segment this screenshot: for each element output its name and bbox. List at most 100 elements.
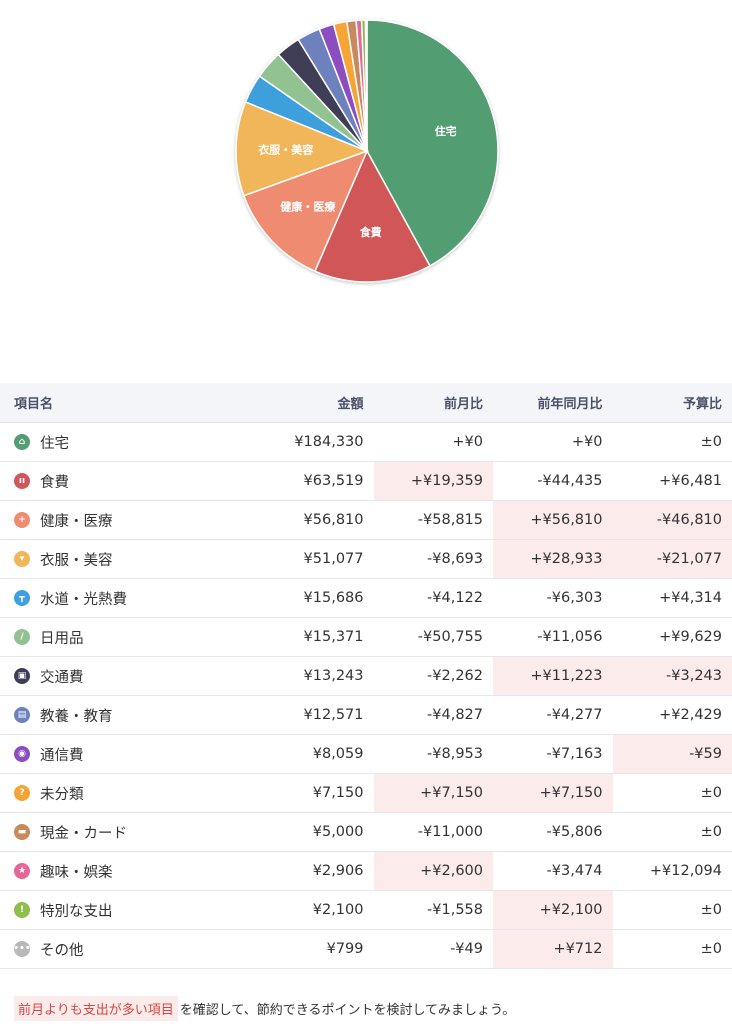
pie-slice[interactable] xyxy=(313,149,431,283)
budget-cell: +¥6,481 xyxy=(612,461,732,501)
pie-slice[interactable] xyxy=(235,101,370,197)
table-row[interactable]: ••• その他 ¥799 -¥49 +¥712 ±0 xyxy=(0,929,732,969)
header-budget: 予算比 xyxy=(612,383,732,423)
budget-cell: ±0 xyxy=(612,812,732,852)
category-name: 教養・教育 xyxy=(40,708,113,725)
table-row[interactable]: ▣ 交通費 ¥13,243 -¥2,262 +¥11,223 -¥3,243 xyxy=(0,656,732,696)
table-row[interactable]: ▬ 現金・カード ¥5,000 -¥11,000 -¥5,806 ±0 xyxy=(0,812,732,852)
category-name-cell: ? 未分類 xyxy=(0,773,254,813)
prev-year-cell: +¥28,933 xyxy=(493,539,613,579)
pie-slice-label: 住宅 xyxy=(435,124,457,138)
prev-year-cell: -¥5,806 xyxy=(493,812,613,852)
category-name-cell: ★ 趣味・娯楽 xyxy=(0,851,254,891)
category-name: 日用品 xyxy=(40,630,84,647)
category-name-cell: ┳ 水道・光熱費 xyxy=(0,578,254,618)
footer-highlight: 前月よりも支出が多い項目 xyxy=(14,996,178,1021)
faucet-icon: ┳ xyxy=(14,590,30,606)
prev-year-cell: +¥712 xyxy=(493,929,613,969)
table-row[interactable]: ┳ 水道・光熱費 ¥15,686 -¥4,122 -¥6,303 +¥4,314 xyxy=(0,578,732,618)
budget-cell: ±0 xyxy=(612,422,732,462)
question-icon: ? xyxy=(14,785,30,801)
table-row[interactable]: ◉ 通信費 ¥8,059 -¥8,953 -¥7,163 -¥59 xyxy=(0,734,732,774)
prev-year-cell: -¥44,435 xyxy=(493,461,613,501)
prev-year-cell: -¥3,474 xyxy=(493,851,613,891)
pie-slice-label: 衣服・美容 xyxy=(258,143,313,157)
ellipsis-icon: ••• xyxy=(13,941,31,957)
category-name-cell: ▣ 交通費 xyxy=(0,656,254,696)
category-name: 衣服・美容 xyxy=(40,552,113,569)
category-table: 項目名 金額 前月比 前年同月比 予算比 ⌂ 住宅 ¥184,330 +¥0 +¥0 ±0… xyxy=(0,383,732,969)
table-row[interactable]: ▾ 衣服・美容 ¥51,077 -¥8,693 +¥28,933 -¥21,077 xyxy=(0,539,732,579)
prev-month-cell: +¥2,600 xyxy=(373,851,493,891)
amount-cell: ¥51,077 xyxy=(254,539,374,579)
prev-year-cell: +¥7,150 xyxy=(493,773,613,813)
table-row[interactable]: ▤ 教養・教育 ¥12,571 -¥4,827 -¥4,277 +¥2,429 xyxy=(0,695,732,735)
budget-cell: -¥59 xyxy=(612,734,732,774)
train-icon: ▣ xyxy=(14,668,30,684)
category-name: 水道・光熱費 xyxy=(40,591,127,608)
amount-cell: ¥12,571 xyxy=(254,695,374,735)
amount-cell: ¥7,150 xyxy=(254,773,374,813)
category-name-cell: ⌂ 住宅 xyxy=(0,422,254,462)
antenna-icon: ◉ xyxy=(14,746,30,762)
prev-month-cell: -¥4,827 xyxy=(373,695,493,735)
category-name-cell: / 日用品 xyxy=(0,617,254,657)
budget-cell: -¥21,077 xyxy=(612,539,732,579)
table-row[interactable]: + 健康・医療 ¥56,810 -¥58,815 +¥56,810 -¥46,810 xyxy=(0,500,732,540)
category-name: 交通費 xyxy=(40,669,84,686)
pie-slice[interactable] xyxy=(366,19,499,267)
prev-month-cell: -¥8,693 xyxy=(373,539,493,579)
budget-cell: +¥9,629 xyxy=(612,617,732,657)
budget-cell: ±0 xyxy=(612,929,732,969)
amount-cell: ¥8,059 xyxy=(254,734,374,774)
category-name: 趣味・娯楽 xyxy=(40,864,113,881)
budget-cell: +¥4,314 xyxy=(612,578,732,618)
category-name-cell: ! 特別な支出 xyxy=(0,890,254,930)
table-row[interactable]: ! 特別な支出 ¥2,100 -¥1,558 +¥2,100 ±0 xyxy=(0,890,732,930)
table-row[interactable]: ★ 趣味・娯楽 ¥2,906 +¥2,600 -¥3,474 +¥12,094 xyxy=(0,851,732,891)
table-header-row: 項目名 金額 前月比 前年同月比 予算比 xyxy=(0,383,732,423)
prev-month-cell: -¥58,815 xyxy=(373,500,493,540)
header-prev-month: 前月比 xyxy=(373,383,493,423)
amount-cell: ¥63,519 xyxy=(254,461,374,501)
prev-month-cell: -¥11,000 xyxy=(373,812,493,852)
category-name: その他 xyxy=(40,942,84,959)
budget-cell: -¥3,243 xyxy=(612,656,732,696)
prev-month-cell: -¥2,262 xyxy=(373,656,493,696)
tube-icon: / xyxy=(14,629,30,645)
prev-month-cell: -¥8,953 xyxy=(373,734,493,774)
table-row[interactable]: ? 未分類 ¥7,150 +¥7,150 +¥7,150 ±0 xyxy=(0,773,732,813)
amount-cell: ¥5,000 xyxy=(254,812,374,852)
category-name: 未分類 xyxy=(40,786,84,803)
table-row[interactable]: / 日用品 ¥15,371 -¥50,755 -¥11,056 +¥9,629 xyxy=(0,617,732,657)
category-name-cell: + 健康・医療 xyxy=(0,500,254,540)
book-icon: ▤ xyxy=(14,707,30,723)
prev-month-cell: +¥0 xyxy=(373,422,493,462)
prev-year-cell: +¥56,810 xyxy=(493,500,613,540)
amount-cell: ¥15,686 xyxy=(254,578,374,618)
pie-slice[interactable] xyxy=(364,19,368,152)
exclamation-icon: ! xyxy=(14,902,30,918)
amount-cell: ¥13,243 xyxy=(254,656,374,696)
amount-cell: ¥56,810 xyxy=(254,500,374,540)
header-amount: 金額 xyxy=(254,383,374,423)
budget-cell: +¥2,429 xyxy=(612,695,732,735)
prev-year-cell: +¥11,223 xyxy=(493,656,613,696)
utensils-icon: ıı xyxy=(14,473,30,489)
pie-slice[interactable] xyxy=(242,149,369,273)
prev-month-cell: -¥1,558 xyxy=(373,890,493,930)
wallet-icon: ▬ xyxy=(14,824,30,840)
pie-slice-label: 健康・医療 xyxy=(280,200,336,214)
amount-cell: ¥2,100 xyxy=(254,890,374,930)
category-name: 住宅 xyxy=(40,435,69,452)
amount-cell: ¥184,330 xyxy=(254,422,374,462)
prev-year-cell: +¥2,100 xyxy=(493,890,613,930)
table-row[interactable]: ıı 食費 ¥63,519 +¥19,359 -¥44,435 +¥6,481 xyxy=(0,461,732,501)
header-prev-year: 前年同月比 xyxy=(493,383,613,423)
table-row[interactable]: ⌂ 住宅 ¥184,330 +¥0 +¥0 ±0 xyxy=(0,422,732,462)
prev-month-cell: +¥19,359 xyxy=(373,461,493,501)
prev-month-cell: -¥4,122 xyxy=(373,578,493,618)
expense-pie-chart: 住宅 食費 健康・医療 衣服・美容 xyxy=(0,0,732,300)
category-name: 特別な支出 xyxy=(40,903,113,920)
